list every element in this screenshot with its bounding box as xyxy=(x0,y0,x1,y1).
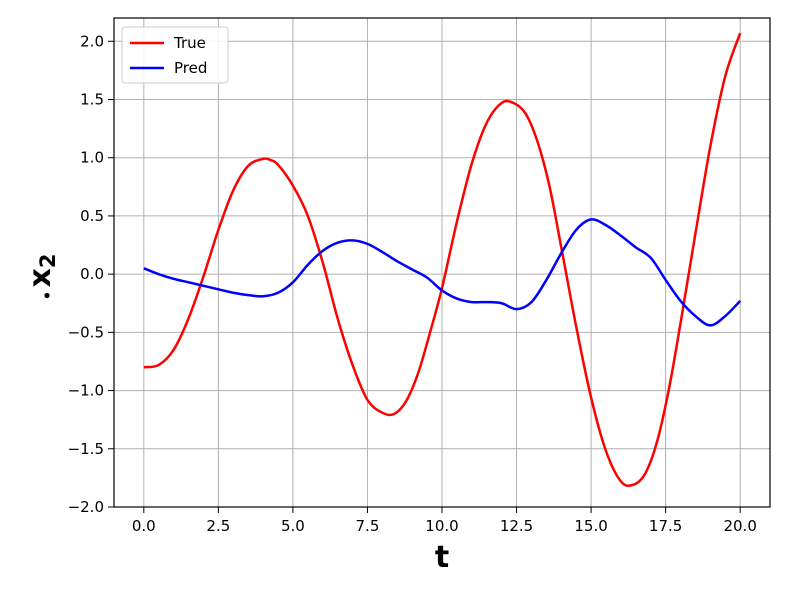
y-tick-label: −2.0 xyxy=(68,498,104,516)
legend: True Pred xyxy=(121,26,229,84)
x-tick-label: 5.0 xyxy=(281,517,305,535)
x-tick-label: 7.5 xyxy=(356,517,380,535)
y-axis-title-base: x xyxy=(23,268,58,287)
y-tick-label: 1.5 xyxy=(80,91,104,109)
x-tick-label: 12.5 xyxy=(500,517,533,535)
series-line-pred xyxy=(143,218,742,327)
legend-label-pred: Pred xyxy=(174,59,207,77)
y-axis-title: x2 xyxy=(23,254,60,299)
y-tick-label: −1.5 xyxy=(68,440,104,458)
x-axis-title: t xyxy=(435,540,449,575)
y-tick-label: −0.5 xyxy=(68,323,104,341)
x-tick-label: 10.0 xyxy=(425,517,458,535)
y-tick-label: 0.5 xyxy=(80,207,104,225)
x-tick-label: 15.0 xyxy=(574,517,607,535)
y-axis-title-subscript: 2 xyxy=(36,254,60,269)
x-tick-label: 20.0 xyxy=(723,517,756,535)
x-tick-label: 2.5 xyxy=(206,517,230,535)
y-tick-label: 1.0 xyxy=(80,149,104,167)
legend-label-true: True xyxy=(173,34,206,52)
y-tick-label: −1.0 xyxy=(68,382,104,400)
y-axis-title-dot-accent xyxy=(44,292,50,299)
ticks xyxy=(108,40,741,513)
series-line-true xyxy=(143,32,742,488)
x-tick-label: 0.0 xyxy=(132,517,156,535)
y-tick-labels: −2.0 −1.5 −1.0 −0.5 0.0 0.5 1.0 1.5 2.0 xyxy=(68,32,104,516)
y-tick-label: 2.0 xyxy=(80,32,104,50)
x-tick-labels: 0.0 2.5 5.0 7.5 10.0 12.5 15.0 17.5 20.0 xyxy=(132,517,757,535)
svg-text:x2: x2 xyxy=(23,254,60,288)
x-tick-label: 17.5 xyxy=(649,517,682,535)
y-tick-label: 0.0 xyxy=(80,265,104,283)
series-lines xyxy=(143,32,742,488)
